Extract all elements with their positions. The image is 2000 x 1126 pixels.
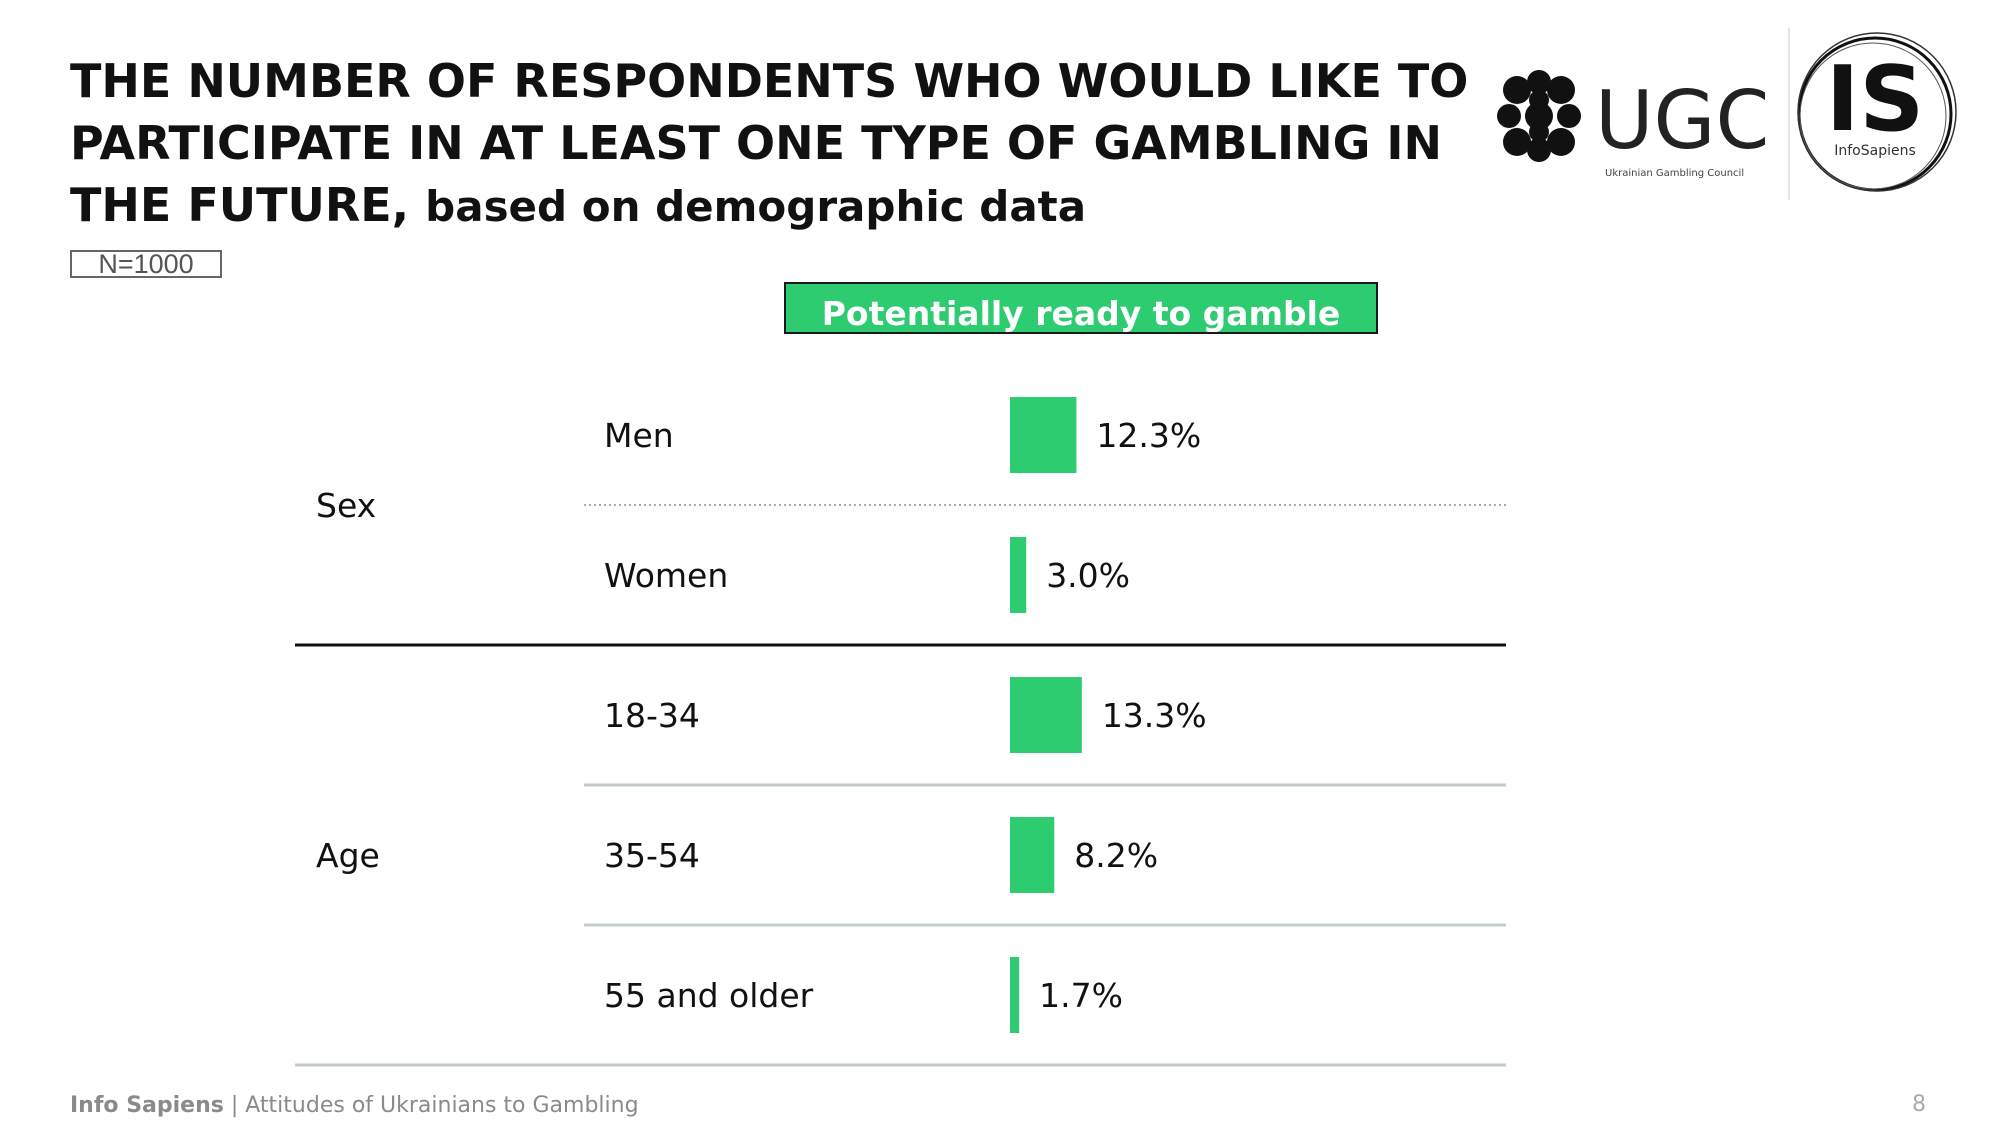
logo-separator: [1788, 28, 1790, 200]
footer-separator: |: [223, 1093, 246, 1118]
group-label: Age: [316, 836, 380, 875]
page-number: 8: [1912, 1092, 1926, 1117]
bar: [1010, 957, 1020, 1033]
data-label: 1.7%: [1039, 976, 1123, 1015]
category-label: 18-34: [604, 696, 700, 735]
data-label: 3.0%: [1046, 556, 1130, 595]
clover-icon: [1497, 70, 1581, 162]
footer: Info Sapiens | Attitudes of Ukrainians t…: [70, 1093, 639, 1118]
title-subtitle: based on demographic data: [425, 182, 1087, 231]
bar: [1010, 677, 1082, 753]
bar: [1010, 537, 1027, 613]
series-header: Potentially ready to gamble: [784, 282, 1378, 334]
category-label: Men: [604, 416, 674, 455]
ugc-logo: UGC Ukrainian Gambling Council: [1497, 70, 1765, 179]
bar: [1010, 817, 1055, 893]
category-label: 55 and older: [604, 976, 814, 1015]
infosapiens-logo-caption: InfoSapiens: [1834, 143, 1916, 159]
page-title: THE NUMBER OF RESPONDENTS WHO WOULD LIKE…: [70, 50, 1500, 238]
ugc-logo-text: UGC: [1595, 74, 1765, 167]
infosapiens-logo-text: IS: [1826, 47, 1924, 152]
data-label: 8.2%: [1074, 836, 1158, 875]
ugc-logo-caption: Ukrainian Gambling Council: [1605, 168, 1744, 179]
title-main: THE NUMBER OF RESPONDENTS WHO WOULD LIKE…: [70, 54, 1469, 232]
group-label: Sex: [316, 486, 376, 525]
footer-brand: Info Sapiens: [70, 1093, 224, 1118]
category-label: 35-54: [604, 836, 700, 875]
bar: [1010, 397, 1077, 473]
sample-size-badge: N=1000: [70, 250, 222, 278]
data-label: 13.3%: [1102, 696, 1207, 735]
category-label: Women: [604, 556, 728, 595]
data-label: 12.3%: [1096, 416, 1201, 455]
infosapiens-logo: IS InfoSapiens: [1797, 32, 1957, 192]
logos: UGC Ukrainian Gambling Council IS InfoSa…: [1495, 28, 1965, 203]
footer-text: Attitudes of Ukrainians to Gambling: [245, 1093, 639, 1118]
